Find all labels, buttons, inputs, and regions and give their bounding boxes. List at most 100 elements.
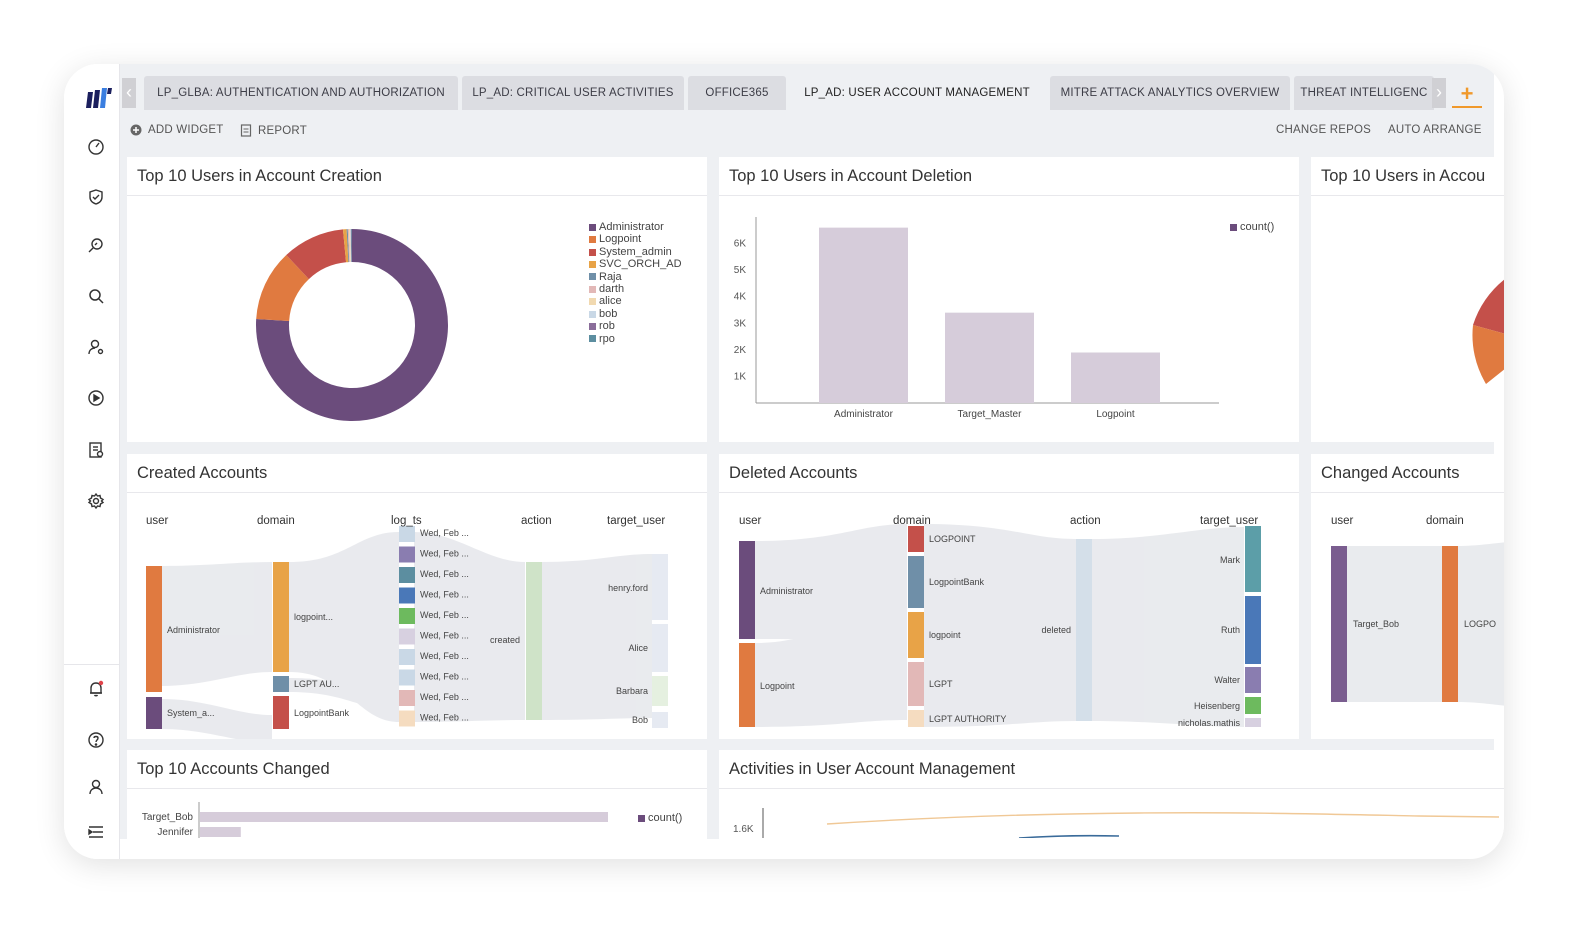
pie-slice-alice[interactable] [348,229,351,263]
target-node[interactable] [1245,667,1261,693]
widget-deleted-accounts[interactable]: Deleted Accounts [719,454,1299,739]
column-header: action [521,515,552,527]
bar[interactable] [200,812,608,822]
logpoint-logo[interactable] [86,86,112,115]
user-node[interactable] [739,643,755,727]
legend-item[interactable]: rob [589,320,682,332]
help-icon[interactable] [86,730,106,750]
auto-arrange-button[interactable]: AUTO ARRANGE [1388,124,1482,136]
pie-slice-svc-orch-ad[interactable] [342,229,349,263]
legend-item[interactable]: System_admin [589,246,682,258]
bell-icon[interactable] [86,679,106,699]
pie-slice-darth[interactable] [347,229,351,263]
y-tick-label: 6K [734,239,747,250]
user-node[interactable] [739,541,755,639]
target-node[interactable] [652,554,668,620]
legend-item[interactable]: Raja [589,271,682,283]
target-node[interactable] [1245,526,1261,592]
pie-slice-logpoint[interactable] [256,255,309,322]
widget-account-deletion[interactable]: Top 10 Users in Account Deletion 1K 2K 3K 4… [719,157,1299,442]
menu-icon[interactable] [86,822,106,842]
add-widget-button[interactable]: ADD WIDGET [130,124,223,136]
domain-node[interactable] [273,696,289,729]
legend-item[interactable]: darth [589,283,682,295]
tab-lp-glba[interactable]: LP_GLBA: AUTHENTICATION AND AUTHORIZATIO… [144,76,458,110]
domain-node[interactable] [1442,546,1458,702]
widget-created-accounts[interactable]: Created Accounts [127,454,707,739]
domain-node[interactable] [908,556,924,608]
log-ts-node[interactable] [399,628,415,645]
pie-slice-raja[interactable] [346,229,350,263]
pie-slice-bob[interactable] [350,229,352,263]
change-repos-button[interactable]: CHANGE REPOS [1276,124,1371,136]
user-settings-icon[interactable] [86,337,106,357]
add-tab-button[interactable]: + [1452,80,1482,108]
widget-account-changes-partial[interactable]: Top 10 Users in Accou [1311,157,1504,442]
tab-threat-intelligence[interactable]: THREAT INTELLIGENC [1294,76,1434,110]
user-icon[interactable] [86,777,106,797]
user-node[interactable] [146,697,162,729]
user-node[interactable] [1331,546,1347,702]
domain-node[interactable] [908,526,924,552]
bar[interactable] [945,312,1034,403]
domain-node[interactable] [908,710,924,727]
target-node[interactable] [652,624,668,672]
pie-slice-system-admin[interactable] [286,229,347,280]
legend-item[interactable]: bob [589,308,682,320]
legend-item[interactable]: rpo [589,333,682,345]
domain-node[interactable] [908,612,924,658]
widget-activities[interactable]: Activities in User Account Management 1.… [719,750,1504,839]
dashboard-icon[interactable] [86,136,106,156]
domain-node[interactable] [273,676,289,692]
pie-slice-administrator[interactable] [256,229,449,421]
tabs-scroll-left-button[interactable]: ‹ [122,78,136,108]
action-node[interactable] [1076,539,1092,721]
pie-slice-rpo[interactable] [351,229,352,263]
shield-check-icon[interactable] [86,187,106,207]
target-node[interactable] [652,712,668,728]
widget-changed-accounts[interactable]: Changed Accounts user domain Target_Bob … [1311,454,1504,739]
log-ts-node[interactable] [399,546,415,563]
tab-office365[interactable]: OFFICE365 [688,76,786,110]
legend-item[interactable]: Logpoint [589,233,682,245]
dashboard-tabs: ‹ LP_GLBA: AUTHENTICATION AND AUTHORIZAT… [120,76,1494,112]
search-icon[interactable] [86,286,106,306]
search-analytics-icon[interactable] [86,235,106,255]
play-icon[interactable] [86,388,106,408]
target-node[interactable] [652,676,668,706]
log-ts-node[interactable] [399,587,415,604]
log-ts-node[interactable] [399,669,415,686]
widget-account-creation[interactable]: Top 10 Users in Account Creation Adminis… [127,157,707,442]
tab-lp-ad-critical[interactable]: LP_AD: CRITICAL USER ACTIVITIES [462,76,684,110]
gear-icon[interactable] [86,491,106,511]
legend-item[interactable]: Administrator [589,221,682,233]
action-node[interactable] [526,562,542,720]
report-icon[interactable] [86,440,106,460]
tab-mitre-attack[interactable]: MITRE ATTACK ANALYTICS OVERVIEW [1050,76,1290,110]
log-ts-node[interactable] [399,608,415,624]
log-ts-node[interactable] [399,567,415,583]
legend-item[interactable]: SVC_ORCH_AD [589,258,682,270]
bar[interactable] [1071,352,1160,403]
log-ts-node[interactable] [399,710,415,727]
target-node[interactable] [1245,697,1261,714]
pie-slice-rob[interactable] [350,229,352,263]
user-node[interactable] [146,566,162,692]
bar[interactable] [200,827,241,837]
log-ts-node[interactable] [399,526,415,542]
domain-node[interactable] [908,662,924,706]
node-label: LGPT AUTHORITY [929,714,1006,724]
tabs-scroll-right-button[interactable]: › [1432,78,1446,108]
y-tick-label: 1.6K [733,824,754,835]
domain-node[interactable] [273,562,289,672]
tab-lp-ad-user-account[interactable]: LP_AD: USER ACCOUNT MANAGEMENT [790,76,1044,110]
widget-top-accounts-changed[interactable]: Top 10 Accounts Changed Target_Bob Jennif… [127,750,707,839]
log-ts-node[interactable] [399,649,415,665]
legend-item: count() [638,812,682,824]
bar[interactable] [819,227,908,403]
target-node[interactable] [1245,718,1261,727]
log-ts-node[interactable] [399,690,415,706]
report-button[interactable]: REPORT [240,124,307,137]
legend-item[interactable]: alice [589,295,682,307]
target-node[interactable] [1245,596,1261,664]
